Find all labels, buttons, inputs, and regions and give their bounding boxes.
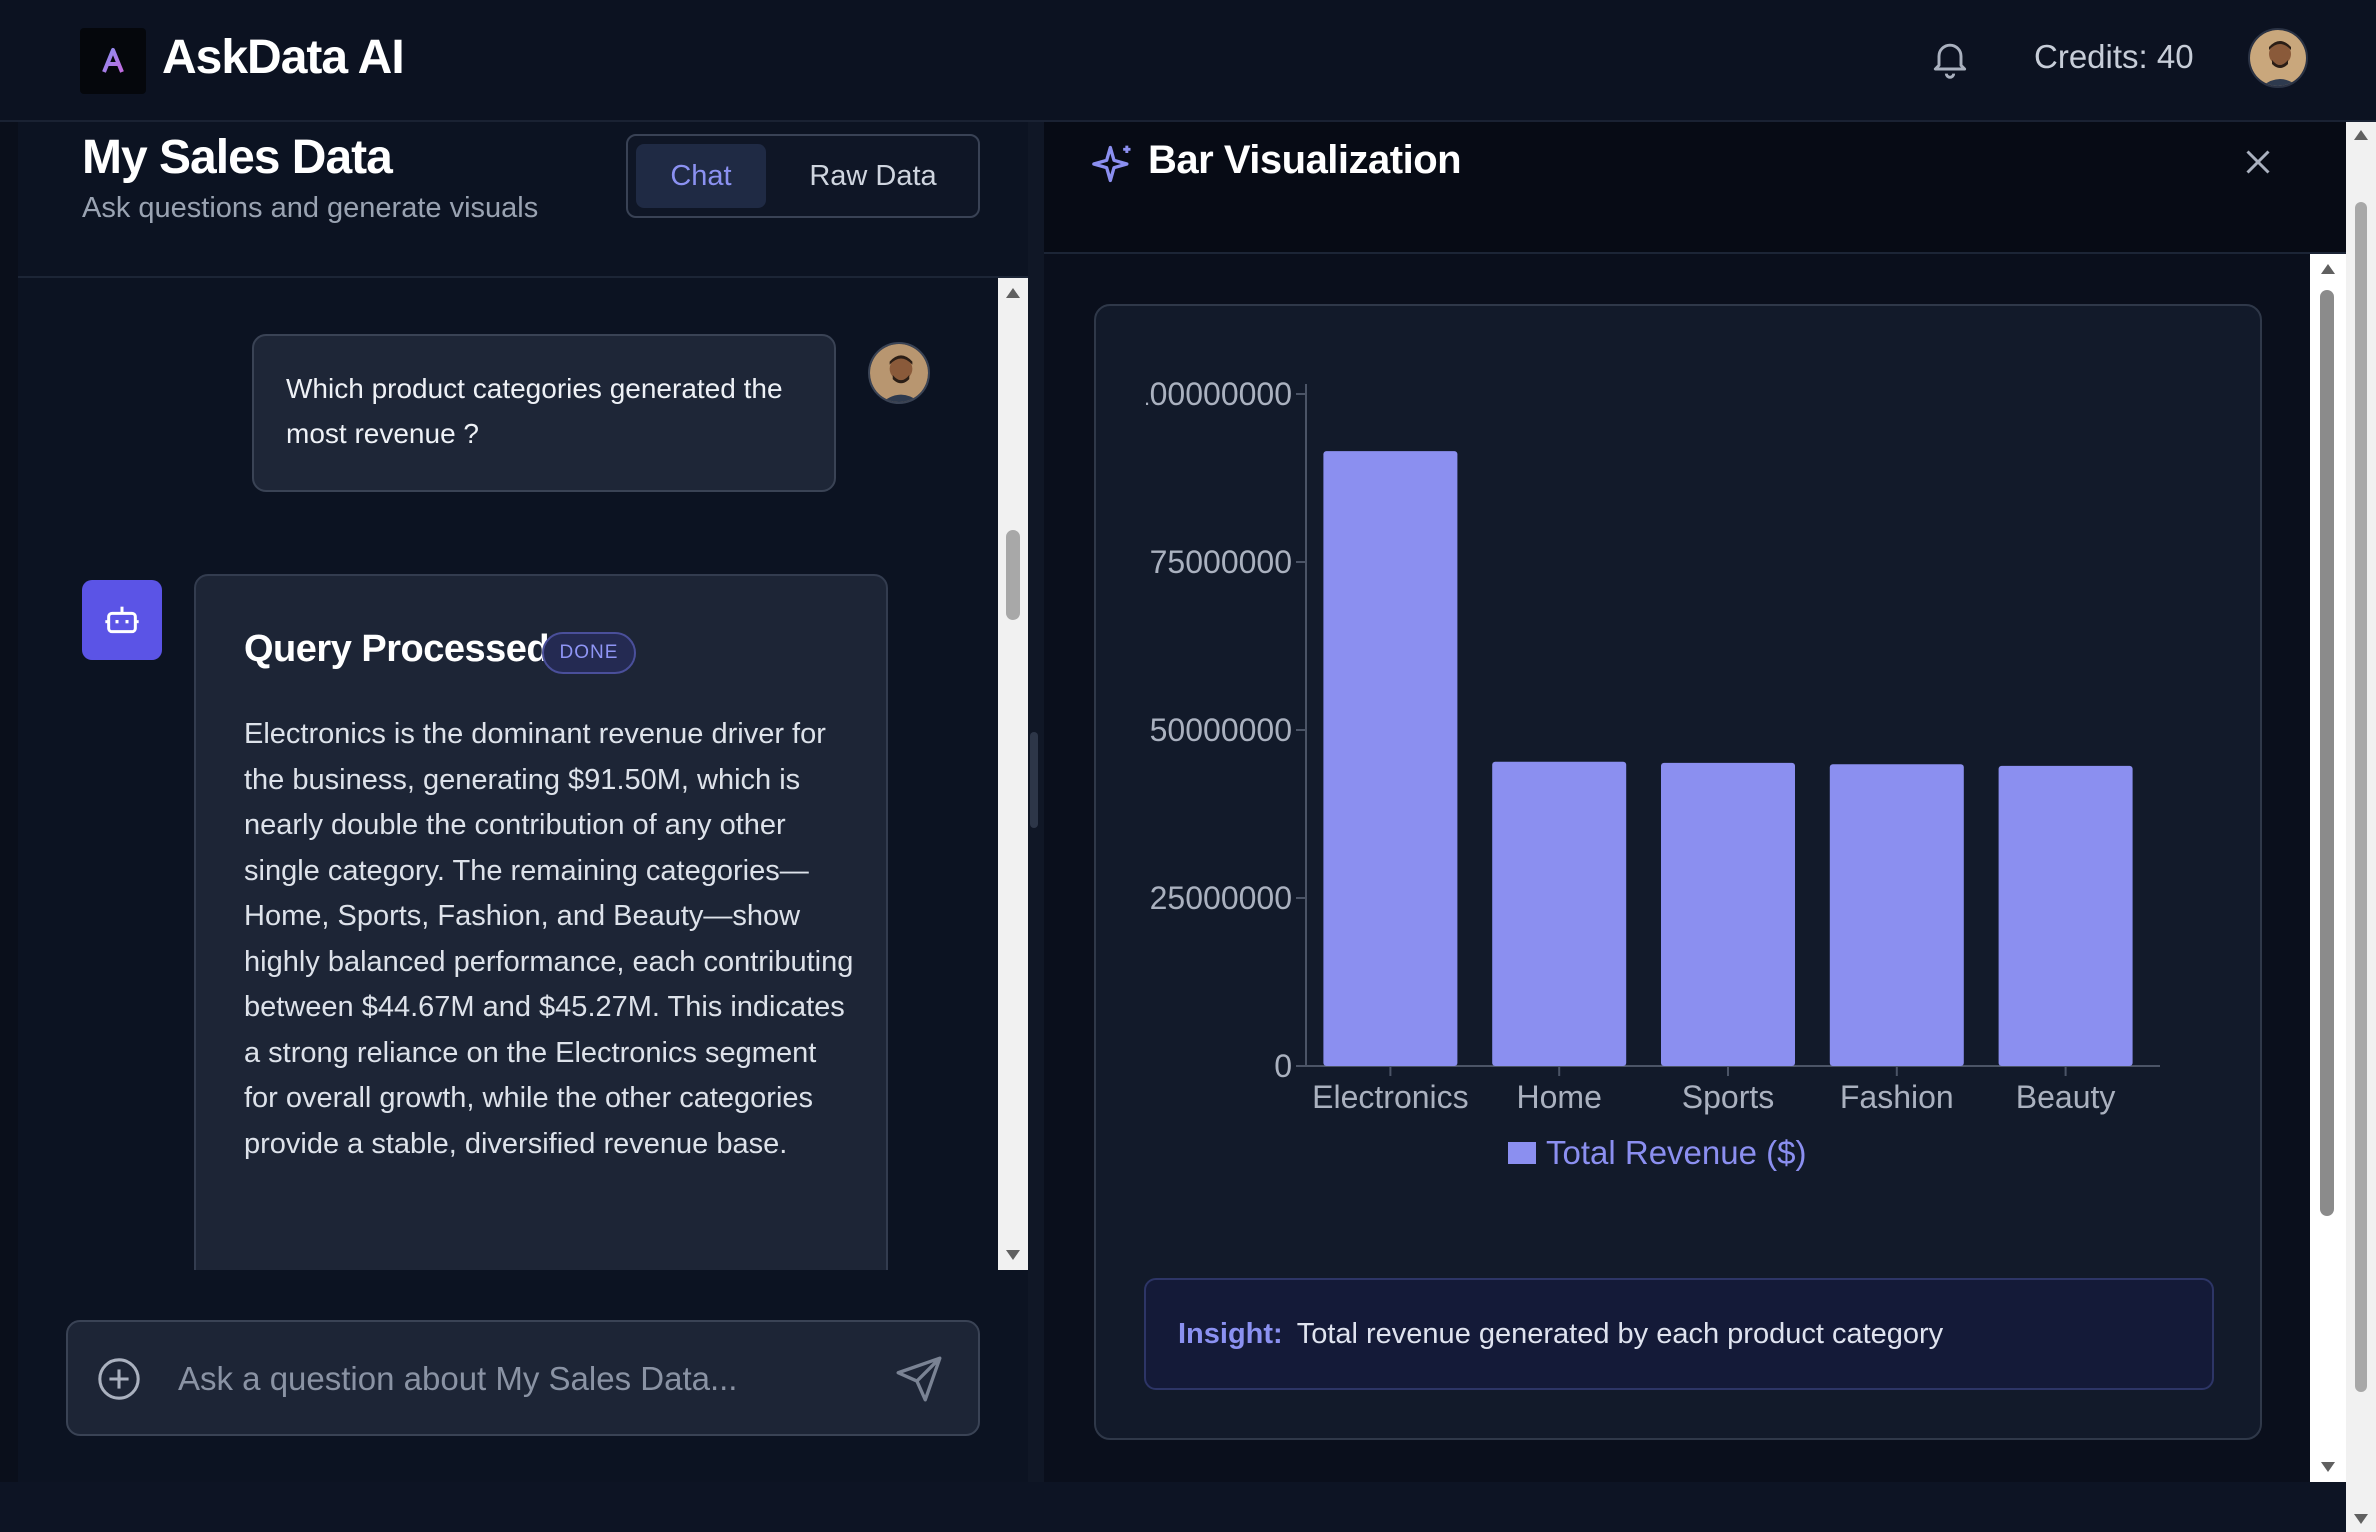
x-tick-label: Home <box>1517 1079 1602 1115</box>
scroll-up-icon[interactable] <box>2321 264 2335 274</box>
bell-icon[interactable] <box>1928 36 1972 80</box>
x-tick-label: Beauty <box>2016 1079 2116 1115</box>
scroll-down-icon[interactable] <box>1006 1250 1020 1260</box>
y-tick-label: 100000000 <box>1132 376 1292 412</box>
bar-electronics <box>1323 451 1458 1066</box>
chat-panel: My Sales Data Ask questions and generate… <box>18 122 1028 1482</box>
bot-response-card: Query Processed DONE Electronics is the … <box>194 574 888 1270</box>
y-tick-label: 0 <box>1274 1048 1292 1084</box>
y-tick-label: 25000000 <box>1150 880 1292 916</box>
legend-swatch <box>1508 1142 1536 1164</box>
visualization-scrollbar[interactable] <box>2310 254 2346 1482</box>
close-icon[interactable] <box>2240 144 2276 180</box>
bar-chart: 0 25000000 50000000 75000000 100000000 Electr… <box>1132 376 2160 1171</box>
insight-label: Insight: <box>1178 1318 1283 1350</box>
visualization-header: Bar Visualization <box>1044 122 2346 254</box>
bar-beauty <box>1998 765 2133 1066</box>
brand-name: AskData AI <box>162 31 405 84</box>
y-tick-label: 50000000 <box>1150 712 1292 748</box>
scroll-down-icon[interactable] <box>2354 1514 2368 1524</box>
scrollbar-thumb[interactable] <box>2355 202 2367 1392</box>
scroll-up-icon[interactable] <box>1006 288 1020 298</box>
view-tabs: Chat Raw Data <box>626 134 980 218</box>
bar-home <box>1492 761 1627 1066</box>
scroll-up-icon[interactable] <box>2354 130 2368 140</box>
bot-response-text: Electronics is the dominant revenue driv… <box>244 718 854 1160</box>
send-icon[interactable] <box>894 1354 944 1404</box>
visualization-panel: Bar Visualization 0 25000000 50000000 75000… <box>1044 122 2346 1482</box>
resize-handle[interactable] <box>1030 732 1038 828</box>
robot-icon <box>82 580 162 660</box>
sparkle-icon <box>1092 145 1131 183</box>
window-scrollbar[interactable] <box>2346 122 2376 1532</box>
dataset-subtitle: Ask questions and generate visuals <box>82 192 539 224</box>
visualization-body[interactable]: 0 25000000 50000000 75000000 100000000 Electr… <box>1044 254 2310 1482</box>
user-message-avatar <box>868 342 930 404</box>
chat-scrollbar[interactable] <box>998 278 1028 1270</box>
scroll-down-icon[interactable] <box>2321 1462 2335 1472</box>
x-tick-label: Sports <box>1682 1079 1774 1115</box>
x-tick-label: Fashion <box>1840 1079 1954 1115</box>
user-message-bubble: Which product categories generated the m… <box>252 334 836 492</box>
left-rail <box>0 122 18 1482</box>
status-badge: DONE <box>542 632 636 674</box>
top-header: AskData AI Credits: 40 <box>0 0 2376 122</box>
logo-a-icon[interactable] <box>80 28 146 94</box>
chat-input-bar <box>66 1320 980 1436</box>
divider <box>18 276 1028 278</box>
legend-label: Total Revenue ($) <box>1546 1134 1806 1171</box>
y-tick-label: 75000000 <box>1150 544 1292 580</box>
bar-fashion <box>1829 764 1964 1066</box>
chat-input[interactable] <box>178 1348 838 1410</box>
dataset-title: My Sales Data <box>82 131 393 184</box>
x-tick-label: Electronics <box>1312 1079 1469 1115</box>
scrollbar-thumb[interactable] <box>2320 290 2334 1216</box>
bot-response-title: Query Processed <box>244 628 550 670</box>
chat-messages[interactable]: Which product categories generated the m… <box>18 278 998 1270</box>
insight-text: Total revenue generated by each product … <box>1296 1318 1944 1350</box>
tab-raw-data[interactable]: Raw Data <box>809 160 937 192</box>
insight-box: Insight: Total revenue generated by each … <box>1144 1278 2214 1390</box>
bottom-strip <box>0 1482 2346 1532</box>
plus-circle-icon[interactable] <box>96 1356 142 1402</box>
visualization-title: Bar Visualization <box>1148 138 1462 182</box>
user-avatar[interactable] <box>2248 28 2308 88</box>
scrollbar-thumb[interactable] <box>1006 530 1020 620</box>
chart-card: 0 25000000 50000000 75000000 100000000 Electr… <box>1094 304 2262 1440</box>
panel-resizer[interactable] <box>1028 122 1044 1482</box>
tab-chat[interactable]: Chat <box>636 144 766 208</box>
bar-sports <box>1661 762 1795 1066</box>
credits-counter: Credits: 40 <box>2034 38 2194 75</box>
